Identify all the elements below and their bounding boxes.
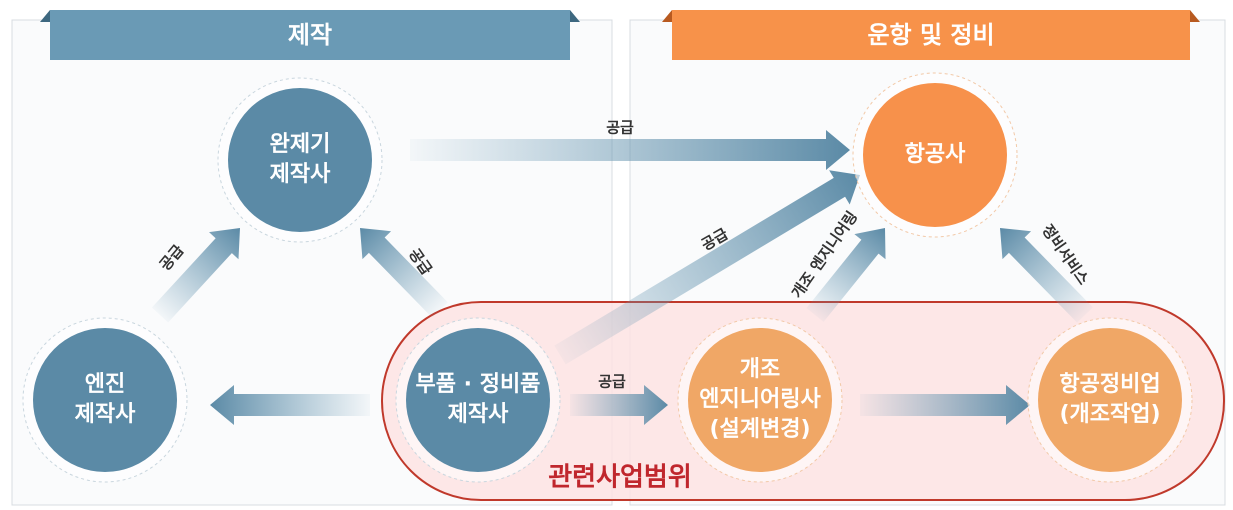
section-header bbox=[50, 10, 570, 60]
node-label: 완제기 bbox=[270, 132, 331, 157]
edge-label: 공급 bbox=[598, 373, 626, 391]
node bbox=[688, 328, 832, 472]
arrow-shape bbox=[360, 227, 448, 318]
ribbon-fold bbox=[662, 10, 672, 22]
arrow bbox=[151, 228, 240, 323]
node bbox=[406, 328, 550, 472]
node bbox=[863, 83, 1007, 227]
ribbon-fold bbox=[570, 10, 580, 22]
node-label: 제작사 bbox=[75, 402, 136, 427]
section-header bbox=[672, 10, 1190, 60]
node-label: 제작사 bbox=[448, 402, 509, 427]
arrow-shape bbox=[151, 228, 240, 323]
arrow-shape bbox=[860, 385, 1030, 425]
node-label: 엔진 bbox=[85, 372, 125, 397]
node-label: 항공정비업 bbox=[1059, 372, 1160, 397]
node-label: 항공사 bbox=[905, 142, 966, 167]
ribbon-fold bbox=[1190, 10, 1200, 22]
section-title: 제작 bbox=[288, 21, 332, 49]
section-title: 운항 및 정비 bbox=[867, 21, 994, 49]
arrows bbox=[151, 130, 1093, 425]
arrow bbox=[210, 385, 370, 425]
nodes bbox=[22, 72, 1193, 483]
arrow-shape bbox=[1000, 228, 1093, 323]
node bbox=[1038, 328, 1182, 472]
node bbox=[228, 88, 372, 232]
node-label: (설계변경) bbox=[709, 417, 810, 442]
edge-label: 공급 bbox=[606, 119, 634, 137]
arrow bbox=[410, 130, 850, 170]
arrow bbox=[570, 385, 668, 425]
arrow-shape bbox=[554, 170, 861, 365]
node-label: 부품 · 정비품 bbox=[416, 372, 541, 397]
ribbon-fold bbox=[40, 10, 50, 22]
node bbox=[33, 328, 177, 472]
node-label: 제작사 bbox=[270, 162, 331, 187]
node-label: 개조 bbox=[740, 357, 780, 382]
arrow bbox=[554, 170, 861, 365]
arrow-shape bbox=[410, 130, 850, 170]
arrow bbox=[806, 228, 886, 322]
arrow bbox=[860, 385, 1030, 425]
arrow-shape bbox=[210, 385, 370, 425]
arrow-shape bbox=[806, 228, 886, 322]
arrow bbox=[360, 227, 448, 318]
node-label: 엔지니어링사 bbox=[699, 387, 821, 412]
node-label: (개조작업) bbox=[1059, 402, 1160, 427]
region-label: 관련사업범위 bbox=[548, 463, 692, 493]
arrow-shape bbox=[570, 385, 668, 425]
arrow bbox=[1000, 228, 1093, 323]
